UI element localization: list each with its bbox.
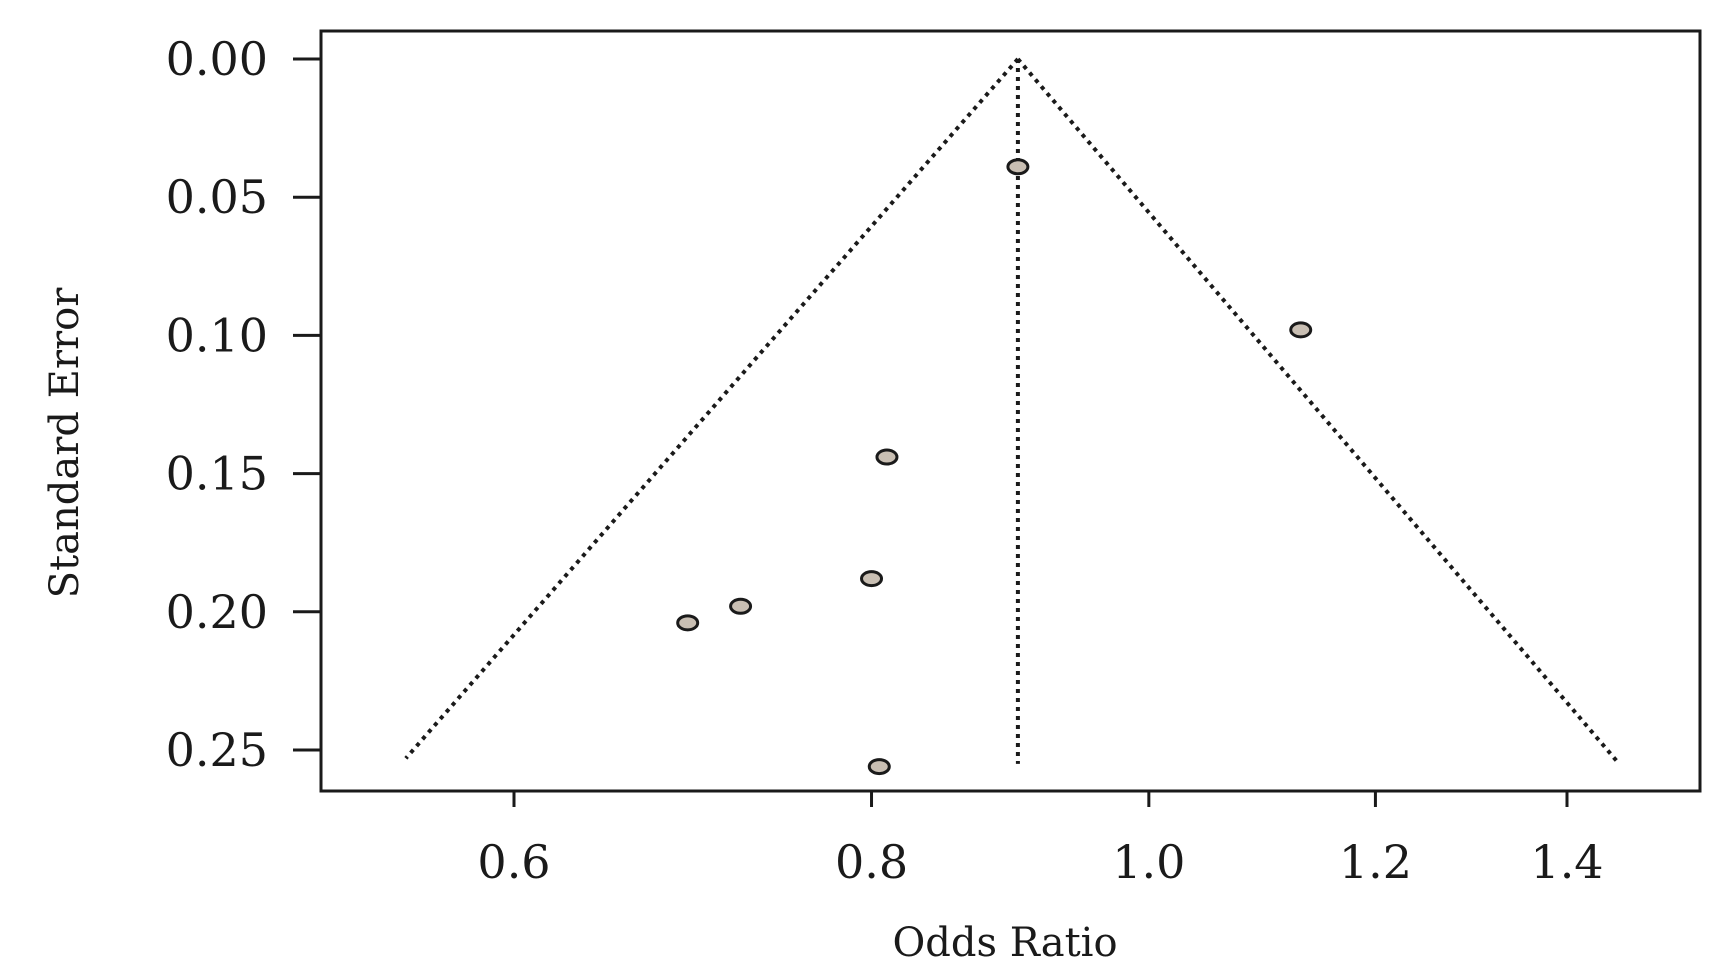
y-tick-label-0: 0.00 — [166, 32, 268, 86]
y-axis-label: Standard Error — [42, 287, 88, 599]
funnel-right-line — [1016, 57, 1621, 766]
x-tick-label-3: 1.2 — [1339, 835, 1412, 889]
study-point-4 — [860, 570, 884, 588]
x-tick-label-1: 0.8 — [835, 835, 908, 889]
x-tick-label-4: 1.4 — [1530, 835, 1603, 889]
y-tick-label-5: 0.25 — [166, 723, 268, 777]
study-point-6 — [676, 614, 700, 632]
y-axis: 0.00 0.05 0.10 0.15 0.20 0.25 — [166, 32, 321, 777]
study-point-7 — [867, 758, 891, 776]
study-point-5 — [729, 597, 753, 615]
study-points — [676, 158, 1313, 776]
funnel-left-line — [404, 57, 1020, 760]
x-axis: 0.6 0.8 1.0 1.2 1.4 — [477, 791, 1604, 889]
plot-frame — [319, 29, 1702, 793]
y-tick-label-4: 0.20 — [166, 585, 268, 639]
y-tick-label-2: 0.10 — [166, 308, 268, 362]
x-axis-label: Odds Ratio — [892, 920, 1117, 966]
x-tick-label-2: 1.0 — [1112, 835, 1185, 889]
x-tick-label-0: 0.6 — [477, 835, 550, 889]
funnel-lines — [404, 57, 1621, 766]
y-tick-label-3: 0.15 — [166, 447, 268, 501]
study-point-1 — [1006, 158, 1030, 176]
study-point-3 — [875, 448, 899, 466]
y-tick-label-1: 0.05 — [166, 170, 268, 224]
study-point-2 — [1289, 321, 1313, 339]
